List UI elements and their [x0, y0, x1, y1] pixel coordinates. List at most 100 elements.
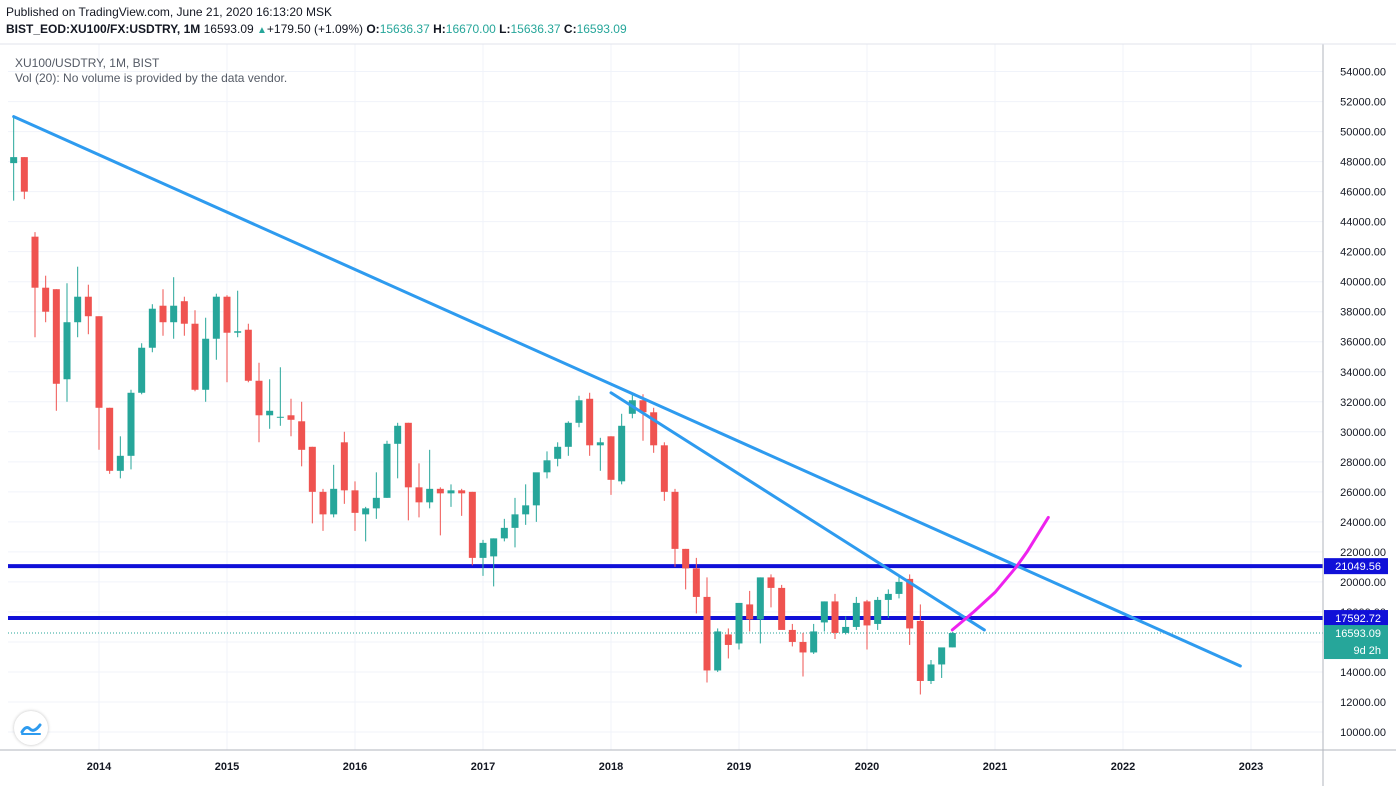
- candle: [714, 628, 722, 672]
- candle: [202, 317, 210, 402]
- time-tick-label: 2022: [1111, 761, 1135, 773]
- candle-body: [138, 347, 146, 393]
- price-badge-label: 21049.56: [1335, 561, 1381, 573]
- candle: [223, 295, 231, 383]
- candle: [554, 442, 562, 467]
- candle: [564, 421, 572, 456]
- published-text: Published on TradingView.com, June 21, 2…: [6, 5, 332, 19]
- candle-body: [308, 446, 316, 492]
- candle-body: [500, 527, 508, 539]
- price-tick-label: 42000.00: [1340, 247, 1386, 259]
- candle: [479, 539, 487, 576]
- candle-body: [20, 157, 28, 192]
- time-tick-label: 2021: [983, 761, 1007, 773]
- candle-body: [447, 490, 455, 494]
- series-legend[interactable]: XU100/USDTRY, 1M, BIST: [15, 56, 160, 70]
- low-label: L:: [499, 22, 511, 36]
- price-tick-label: 12000.00: [1340, 697, 1386, 709]
- price-tick-label: 30000.00: [1340, 427, 1386, 439]
- price-tick-label: 28000.00: [1340, 457, 1386, 469]
- price-tick-label: 46000.00: [1340, 187, 1386, 199]
- candle: [234, 290, 242, 338]
- candle-body: [767, 577, 775, 588]
- candle: [500, 518, 508, 542]
- candle-body: [479, 542, 487, 558]
- candle-body: [170, 305, 178, 323]
- candle-body: [842, 626, 850, 633]
- candle-body: [948, 633, 956, 648]
- high-value: 16670.00: [445, 22, 496, 36]
- candle: [799, 632, 807, 677]
- candle-body: [810, 631, 818, 653]
- candle: [266, 379, 274, 429]
- candle-body: [799, 641, 807, 653]
- candle-body: [916, 620, 924, 681]
- candle-body: [266, 410, 274, 416]
- candle-body: [362, 508, 370, 515]
- candle: [468, 491, 476, 566]
- candle: [415, 463, 423, 518]
- price-tick-label: 22000.00: [1340, 547, 1386, 559]
- tradingview-logo[interactable]: [14, 711, 48, 745]
- candle: [148, 304, 156, 353]
- candle: [511, 497, 519, 548]
- price-badge-bg: [1324, 610, 1388, 627]
- volume-legend[interactable]: Vol (20): No volume is provided by the d…: [15, 71, 288, 85]
- candle: [255, 362, 263, 443]
- candle-body: [660, 445, 668, 492]
- last-price-badge-label: 16593.09: [1335, 628, 1381, 640]
- price-tick-label: 32000.00: [1340, 397, 1386, 409]
- candle: [170, 277, 178, 339]
- candle: [948, 631, 956, 648]
- candle-body: [10, 157, 18, 164]
- candle: [340, 431, 348, 504]
- candle: [906, 574, 914, 645]
- candle: [596, 437, 604, 471]
- candle-body: [287, 415, 295, 420]
- price-tick-label: 24000.00: [1340, 517, 1386, 529]
- time-tick-label: 2016: [343, 761, 367, 773]
- axes-layer: 10000.0012000.0014000.0016000.0018000.00…: [0, 43, 1396, 786]
- candle-body: [244, 329, 252, 381]
- candle-body: [180, 301, 188, 324]
- candle: [692, 557, 700, 614]
- candle-body: [575, 400, 583, 423]
- candle: [724, 628, 732, 659]
- candle: [927, 659, 935, 684]
- candle-body: [703, 596, 711, 671]
- candle: [42, 275, 50, 323]
- candles-layer: [10, 116, 956, 695]
- candle-body: [351, 490, 359, 513]
- candle-body: [522, 505, 530, 515]
- candle-body: [31, 236, 39, 288]
- candle: [351, 481, 359, 531]
- candle: [703, 577, 711, 683]
- trendlines-layer: [12, 115, 1242, 668]
- candle-body: [330, 488, 338, 515]
- tradingview-logo-icon: [20, 723, 42, 735]
- candle: [95, 316, 103, 450]
- candle: [938, 647, 946, 678]
- candle: [426, 449, 434, 509]
- symbol-label: BIST_EOD:XU100/FX:USDTRY, 1M: [6, 22, 201, 36]
- candle-body: [554, 446, 562, 459]
- candle-body: [564, 422, 572, 447]
- candle-body: [692, 568, 700, 597]
- candle-body: [863, 601, 871, 626]
- candle: [842, 616, 850, 635]
- high-label: H:: [433, 22, 446, 36]
- price-badge: 21049.56: [1324, 558, 1388, 575]
- last-price: 16593.09: [203, 22, 254, 36]
- close-value: 16593.09: [576, 22, 627, 36]
- candle: [106, 407, 114, 474]
- price-tick-label: 26000.00: [1340, 487, 1386, 499]
- time-tick-label: 2018: [599, 761, 623, 773]
- candle: [244, 323, 252, 383]
- candle-body: [607, 436, 615, 480]
- candle-body: [927, 664, 935, 681]
- candle: [522, 484, 530, 525]
- candle-body: [756, 577, 764, 620]
- candle-body: [650, 412, 658, 446]
- time-tick-label: 2023: [1239, 761, 1263, 773]
